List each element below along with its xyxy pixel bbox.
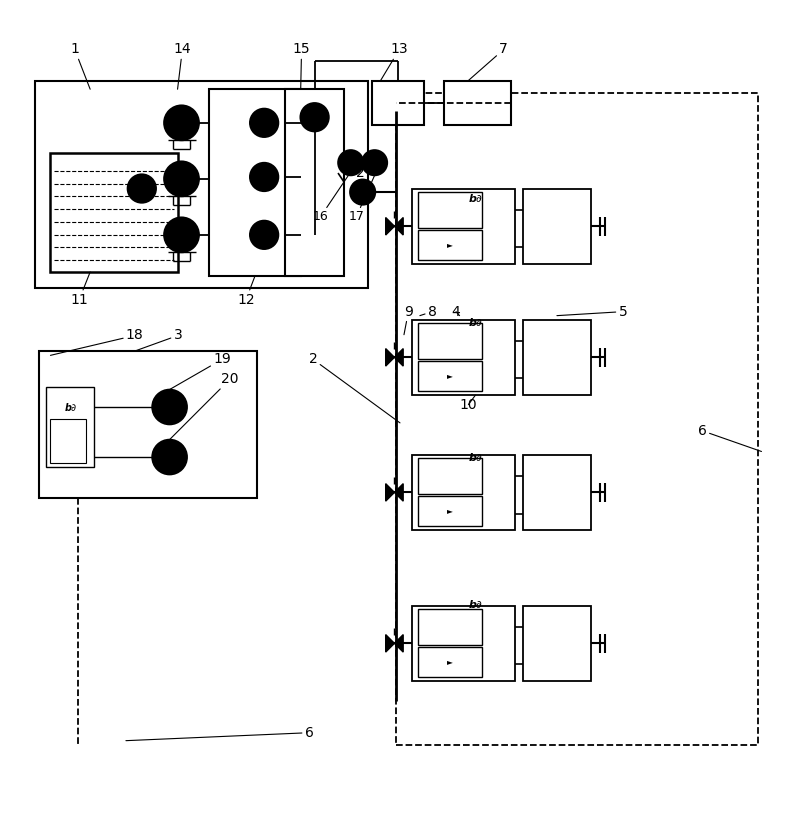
Text: ►: ► — [447, 240, 454, 249]
Polygon shape — [386, 348, 394, 366]
Text: b$\partial$: b$\partial$ — [468, 451, 483, 462]
Text: 12: 12 — [237, 276, 255, 307]
Bar — [418, 610, 482, 645]
Bar — [46, 387, 94, 466]
Text: b$\partial$: b$\partial$ — [468, 597, 483, 610]
Polygon shape — [386, 217, 394, 235]
Text: 2: 2 — [309, 352, 400, 423]
Text: b$\partial$: b$\partial$ — [63, 401, 77, 413]
Text: n: n — [262, 173, 267, 182]
Bar — [444, 81, 511, 125]
Text: 5: 5 — [557, 304, 627, 318]
Text: 17: 17 — [348, 176, 374, 223]
Circle shape — [350, 179, 375, 205]
Text: n: n — [139, 184, 145, 193]
Bar — [412, 606, 515, 681]
Text: 13: 13 — [380, 42, 408, 81]
Bar — [38, 352, 257, 498]
Text: ◆: ◆ — [166, 402, 174, 412]
Bar — [372, 81, 424, 125]
Polygon shape — [394, 635, 403, 652]
Text: ★: ★ — [165, 452, 174, 462]
Circle shape — [250, 163, 278, 191]
Bar — [396, 93, 758, 745]
Text: 1: 1 — [70, 42, 90, 90]
Text: 7: 7 — [467, 42, 508, 81]
Text: ►: ► — [447, 506, 454, 515]
Circle shape — [152, 440, 187, 475]
Text: 20: 20 — [170, 372, 238, 440]
Text: ►: ► — [447, 658, 454, 667]
Polygon shape — [394, 217, 403, 235]
Circle shape — [338, 150, 363, 176]
Text: n: n — [262, 118, 267, 127]
Bar — [523, 455, 590, 530]
Polygon shape — [394, 348, 403, 366]
Text: u: u — [360, 187, 366, 197]
Text: b$\partial$: b$\partial$ — [468, 192, 483, 204]
Circle shape — [164, 161, 199, 196]
Text: 9: 9 — [404, 304, 413, 335]
Bar — [418, 323, 482, 359]
Bar — [418, 458, 482, 494]
Bar — [50, 153, 178, 272]
Text: 19: 19 — [170, 352, 231, 390]
Bar — [210, 90, 301, 276]
Bar — [418, 361, 482, 391]
Text: 4: 4 — [452, 304, 460, 318]
Text: 8: 8 — [420, 304, 437, 318]
Polygon shape — [394, 484, 403, 501]
Bar — [412, 455, 515, 530]
Circle shape — [250, 108, 278, 137]
Bar — [523, 189, 590, 264]
Bar — [50, 419, 86, 462]
Text: n: n — [312, 112, 318, 122]
Circle shape — [152, 390, 187, 424]
Text: 18: 18 — [50, 329, 144, 356]
Text: 3: 3 — [134, 329, 182, 352]
Text: b$\partial$: b$\partial$ — [468, 316, 483, 327]
Text: 16: 16 — [313, 176, 348, 223]
Bar — [285, 90, 344, 276]
Bar — [34, 81, 368, 288]
Bar — [412, 320, 515, 395]
Text: 11: 11 — [70, 272, 90, 307]
Circle shape — [164, 217, 199, 252]
Bar — [418, 192, 482, 228]
Text: ►: ► — [447, 371, 454, 380]
Polygon shape — [386, 635, 394, 652]
Text: 2: 2 — [356, 165, 368, 186]
Text: a: a — [348, 158, 354, 167]
Bar — [412, 189, 515, 264]
Circle shape — [362, 150, 387, 176]
Bar — [418, 230, 482, 260]
Bar — [523, 606, 590, 681]
Text: 6: 6 — [126, 726, 314, 741]
Bar — [523, 320, 590, 395]
Text: 14: 14 — [174, 42, 191, 90]
Text: n: n — [262, 230, 267, 239]
Text: 6: 6 — [698, 424, 762, 452]
Text: 10: 10 — [459, 395, 478, 412]
Circle shape — [164, 105, 199, 140]
Text: 15: 15 — [293, 42, 310, 90]
Circle shape — [127, 174, 156, 203]
Circle shape — [300, 103, 329, 132]
Bar — [418, 647, 482, 677]
Circle shape — [250, 221, 278, 249]
Text: n: n — [372, 158, 378, 167]
Polygon shape — [386, 484, 394, 501]
Bar — [418, 496, 482, 526]
